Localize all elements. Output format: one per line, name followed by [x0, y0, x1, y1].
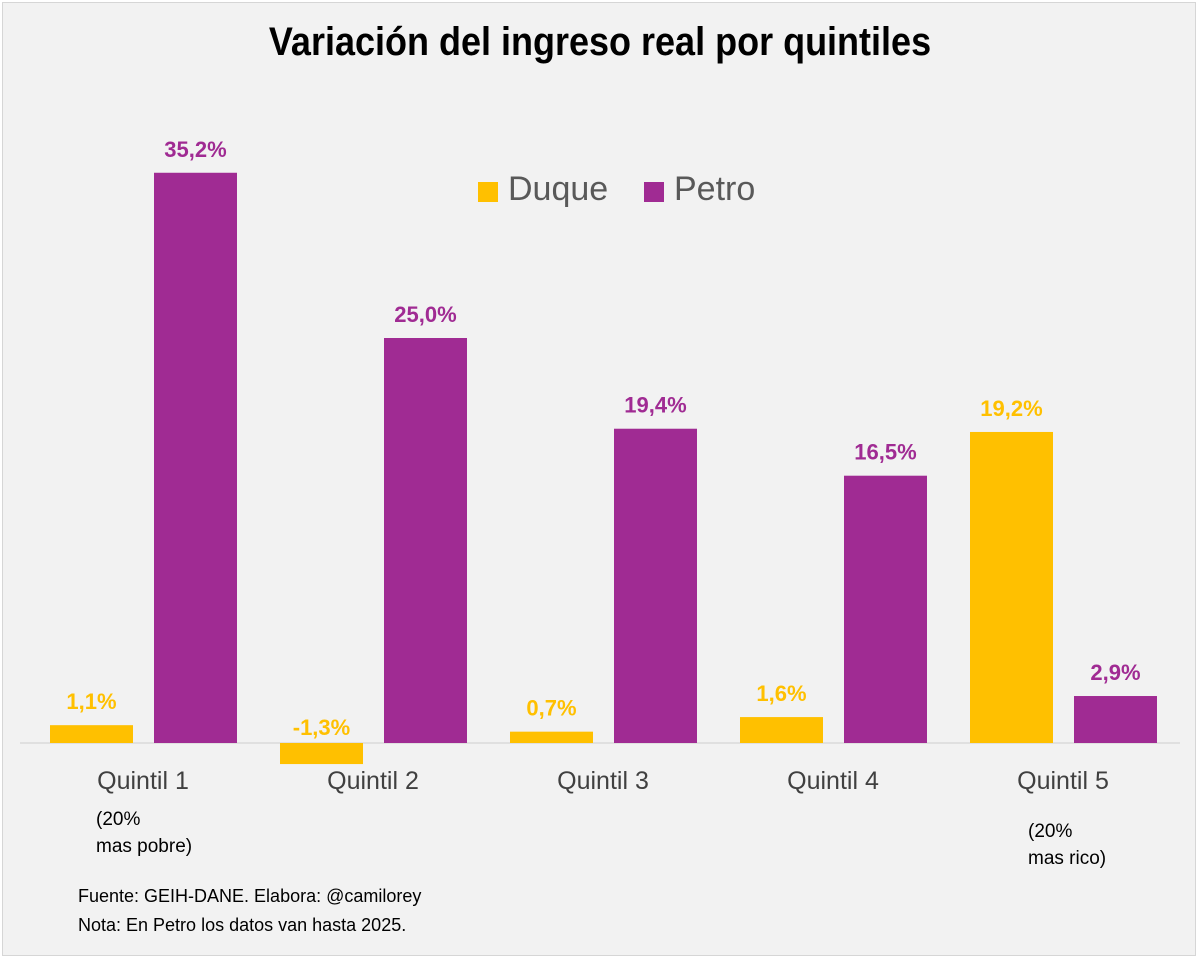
bar-petro-q5 — [1074, 696, 1157, 743]
data-label-petro-q5: 2,9% — [1090, 660, 1140, 685]
data-label-petro-q3: 19,4% — [624, 393, 686, 418]
data-label-petro-q4: 16,5% — [854, 440, 916, 465]
bar-petro-q2 — [384, 338, 467, 743]
data-label-petro-q1: 35,2% — [164, 137, 226, 162]
chart-title: Variación del ingreso real por quintiles — [268, 20, 932, 64]
data-label-duque-q3: 0,7% — [526, 696, 576, 721]
data-label-petro-q2: 25,0% — [394, 302, 456, 327]
bar-duque-q3 — [510, 731, 593, 743]
category-label-q3: Quintil 3 — [557, 767, 649, 795]
legend-label-petro: Petro — [674, 170, 756, 208]
data-label-duque-q5: 19,2% — [980, 396, 1042, 421]
category-label-q4: Quintil 4 — [787, 767, 879, 795]
category-label-q2: Quintil 2 — [327, 767, 419, 795]
bar-duque-q4 — [740, 717, 823, 743]
bar-petro-q1 — [154, 172, 237, 743]
data-label-duque-q1: 1,1% — [66, 689, 116, 714]
category-label-q5: Quintil 5 — [1017, 767, 1109, 795]
bar-duque-q2 — [280, 743, 363, 765]
data-label-duque-q2: -1,3% — [293, 715, 350, 740]
legend-swatch-petro — [644, 182, 664, 202]
quintil-1-note: (20% mas pobre) — [96, 806, 192, 860]
footer-source: Fuente: GEIH-DANE. Elabora: @camilorey — [78, 886, 422, 906]
footer: Fuente: GEIH-DANE. Elabora: @camilorey N… — [78, 882, 421, 940]
quintil-5-note: (20% mas rico) — [1028, 818, 1106, 872]
bar-duque-q5 — [970, 431, 1053, 743]
quintil-1-note-line-1: (20% — [96, 809, 141, 830]
quintil-1-note-line-2: mas pobre) — [96, 836, 193, 857]
bar-petro-q4 — [844, 475, 927, 743]
quintil-5-note-line-1: (20% — [1028, 821, 1073, 842]
bar-duque-q1 — [50, 725, 133, 743]
quintil-5-note-line-2: mas rico) — [1028, 848, 1107, 869]
footer-note: Nota: En Petro los datos van hasta 2025. — [78, 915, 407, 935]
legend-swatch-duque — [478, 182, 498, 202]
legend-label-duque: Duque — [508, 170, 609, 208]
bar-petro-q3 — [614, 428, 697, 743]
category-label-q1: Quintil 1 — [97, 767, 189, 795]
data-label-duque-q4: 1,6% — [756, 681, 806, 706]
